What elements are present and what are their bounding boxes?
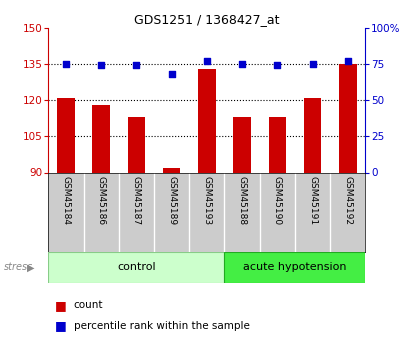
Point <box>63 61 69 67</box>
Bar <box>339 64 357 172</box>
Text: GSM45186: GSM45186 <box>97 177 106 226</box>
Bar <box>163 168 181 172</box>
Point <box>98 62 105 68</box>
Text: acute hypotension: acute hypotension <box>243 263 346 272</box>
Text: percentile rank within the sample: percentile rank within the sample <box>74 321 249 331</box>
Text: GSM45190: GSM45190 <box>273 177 282 226</box>
Text: GSM45191: GSM45191 <box>308 177 317 226</box>
Point <box>168 71 175 77</box>
Bar <box>233 117 251 172</box>
Text: stress: stress <box>4 263 34 272</box>
Title: GDS1251 / 1368427_at: GDS1251 / 1368427_at <box>134 13 280 27</box>
Bar <box>304 98 321 172</box>
Point <box>344 58 351 64</box>
Text: count: count <box>74 300 103 310</box>
Text: GSM45189: GSM45189 <box>167 177 176 226</box>
Point <box>309 61 316 67</box>
Text: GSM45184: GSM45184 <box>61 177 71 226</box>
Point <box>274 62 281 68</box>
Bar <box>128 117 145 172</box>
Text: ▶: ▶ <box>27 263 35 272</box>
Text: ■: ■ <box>55 299 66 312</box>
Point <box>133 62 140 68</box>
Text: GSM45188: GSM45188 <box>238 177 247 226</box>
Text: GSM45187: GSM45187 <box>132 177 141 226</box>
Point <box>203 58 210 64</box>
Text: control: control <box>117 263 156 272</box>
Bar <box>57 98 75 172</box>
Text: GSM45193: GSM45193 <box>202 177 211 226</box>
Text: ■: ■ <box>55 319 66 333</box>
Bar <box>268 117 286 172</box>
Bar <box>224 252 365 283</box>
Bar <box>48 252 224 283</box>
Bar <box>198 69 215 172</box>
Point <box>239 61 245 67</box>
Text: GSM45192: GSM45192 <box>343 177 352 226</box>
Bar <box>92 105 110 172</box>
